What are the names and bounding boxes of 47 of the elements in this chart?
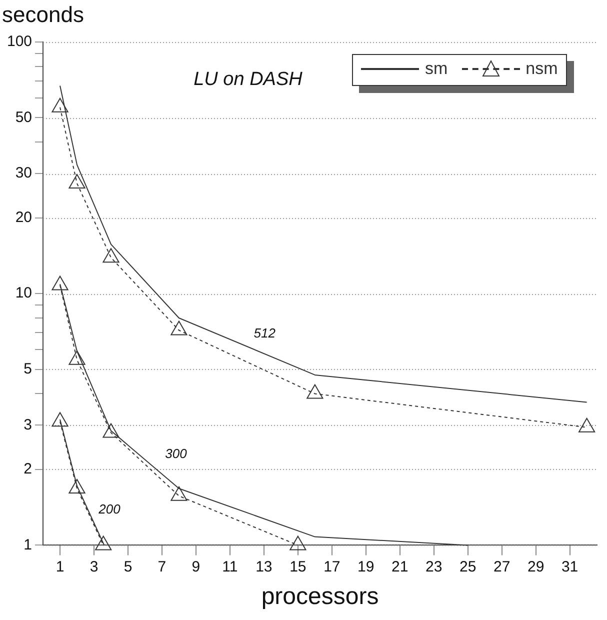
annotation: 512 xyxy=(254,325,276,340)
annotation: LU on DASH xyxy=(194,69,303,90)
x-tick-label: 3 xyxy=(90,558,98,576)
legend-label: nsm xyxy=(526,59,558,79)
x-tick-label: 21 xyxy=(392,558,408,576)
point xyxy=(578,418,596,432)
point xyxy=(102,248,120,263)
x-tick-label: 5 xyxy=(124,558,132,576)
x-tick-label: 23 xyxy=(426,558,442,576)
y-tick-label: 3 xyxy=(24,416,32,434)
point xyxy=(68,174,86,188)
point xyxy=(68,479,86,494)
x-tick-label: 1 xyxy=(56,558,64,576)
y-tick-label: 5 xyxy=(24,360,32,378)
point xyxy=(52,98,68,112)
x-tick-label: 11 xyxy=(222,558,238,576)
x-tick-label: 25 xyxy=(460,558,476,576)
point xyxy=(102,423,120,438)
x-tick-label: 9 xyxy=(192,558,200,576)
x-tick-label: 17 xyxy=(324,558,340,576)
point xyxy=(290,536,306,550)
point xyxy=(52,276,68,290)
legend-label: sm xyxy=(425,59,448,79)
annotation: 200 xyxy=(98,502,122,517)
point xyxy=(170,320,188,336)
x-tick-label: 15 xyxy=(290,558,306,576)
x-tick-label: 29 xyxy=(527,558,544,576)
y-tick-label: 1 xyxy=(24,536,32,554)
x-tick-label: 13 xyxy=(256,558,272,576)
x-tick-label: 19 xyxy=(358,558,374,576)
x-axis-title: processors xyxy=(261,583,379,610)
point xyxy=(52,412,68,427)
annotation: 300 xyxy=(165,446,188,462)
x-tick-label: 27 xyxy=(493,558,510,576)
y-tick-label: 30 xyxy=(15,164,32,182)
y-tick-label: 2 xyxy=(24,460,32,478)
point xyxy=(95,536,112,550)
y-tick-label: 100 xyxy=(6,33,32,50)
y-tick-label: 20 xyxy=(15,209,32,226)
y-tick-label: 50 xyxy=(15,108,32,126)
x-tick-label: 7 xyxy=(158,558,166,576)
point xyxy=(306,384,324,399)
point xyxy=(68,350,86,365)
point xyxy=(170,486,188,501)
y-axis-title: seconds xyxy=(2,2,84,28)
y-tick-label: 10 xyxy=(15,284,32,302)
x-tick-label: 31 xyxy=(561,558,578,576)
